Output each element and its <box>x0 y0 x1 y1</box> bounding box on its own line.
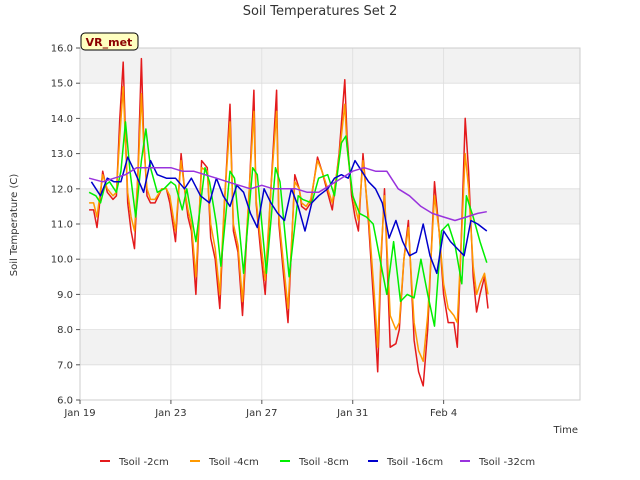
y-tick-label: 11.0 <box>51 220 73 231</box>
x-tick-label: Jan 31 <box>336 408 368 419</box>
legend-label: Tsoil -32cm <box>478 457 535 468</box>
y-tick-label: 8.0 <box>57 325 73 336</box>
x-tick-label: Jan 27 <box>245 408 277 419</box>
y-tick-label: 15.0 <box>51 79 73 90</box>
series-line-2 <box>88 121 488 327</box>
y-tick-label: 13.0 <box>51 149 73 160</box>
y-tick-label: 7.0 <box>57 360 73 371</box>
series-line-1 <box>89 85 489 363</box>
x-axis: Jan 19 Jan 23 Jan 27 Jan 31 Feb 4 <box>63 400 457 419</box>
y-tick-label: 9.0 <box>57 290 73 301</box>
legend-label: Tsoil -16cm <box>386 457 443 468</box>
background-band <box>80 118 580 154</box>
site-label-badge: VR_met <box>80 32 139 51</box>
legend: Tsoil -2cm Tsoil -4cm Tsoil -8cm Tsoil -16c… <box>100 457 535 468</box>
y-tick-label: 16.0 <box>51 44 73 55</box>
series-line-4 <box>88 166 487 222</box>
legend-label: Tsoil -8cm <box>298 457 349 468</box>
plot-area <box>79 47 581 401</box>
y-axis: 6.0 7.0 8.0 9.0 10.0 11.0 12.0 13.0 14.0 15.0 16.0 <box>51 44 80 407</box>
x-tick-label: Feb 4 <box>430 408 457 419</box>
chart-title: Soil Temperatures Set 2 <box>243 4 398 19</box>
y-tick-label: 14.0 <box>51 114 73 125</box>
y-tick-label: 10.0 <box>51 255 73 266</box>
background-band <box>80 259 580 295</box>
background-band <box>80 48 580 84</box>
x-axis-label: Time <box>553 425 578 436</box>
x-tick-label: Jan 19 <box>63 408 95 419</box>
y-tick-label: 12.0 <box>51 184 73 195</box>
legend-label: Tsoil -4cm <box>208 457 259 468</box>
y-tick-label: 6.0 <box>57 396 73 407</box>
background-band <box>80 329 580 365</box>
site-label-text: VR_met <box>86 36 133 49</box>
y-axis-label: Soil Temperature (C) <box>9 174 20 277</box>
legend-label: Tsoil -2cm <box>118 457 169 468</box>
x-tick-label: Jan 23 <box>154 408 186 419</box>
series-line-3 <box>90 156 488 275</box>
